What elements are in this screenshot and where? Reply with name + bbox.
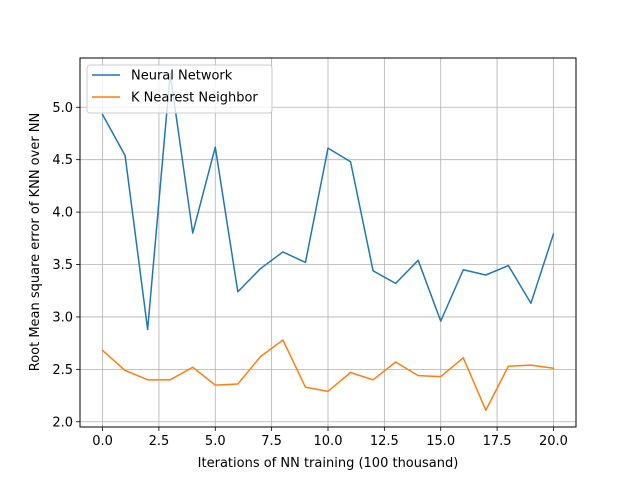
y-tick-label: 3.0 [52, 310, 73, 325]
x-tick-label: 12.5 [370, 434, 399, 449]
x-tick-label: 7.5 [261, 434, 282, 449]
y-tick-label: 4.5 [52, 153, 73, 168]
x-tick-label: 15.0 [426, 434, 455, 449]
y-tick-label: 5.0 [52, 101, 73, 116]
legend-box [86, 64, 273, 114]
x-axis-ticks: 0.0 2.5 5.0 7.5 10.0 12.5 15.0 17.5 20.0 [92, 427, 568, 449]
legend-label-neural-network: Neural Network [131, 69, 233, 84]
x-tick-label: 20.0 [539, 434, 568, 449]
series-line-k-nearest-neighbor [101, 339, 555, 411]
x-tick-label: 10.0 [314, 434, 343, 449]
legend-items: Neural Network K Nearest Neighbor [92, 69, 258, 106]
x-tick-label: 17.5 [483, 434, 512, 449]
series-line-neural-network [101, 72, 555, 331]
y-axis-label: Root Mean square error of KNN over NN [28, 113, 43, 372]
y-tick-label: 2.5 [52, 363, 73, 378]
y-tick-label: 3.5 [52, 258, 73, 273]
legend-label-k-nearest-neighbor: K Nearest Neighbor [131, 91, 258, 106]
x-tick-label: 0.0 [92, 434, 113, 449]
plot-series [101, 72, 555, 411]
x-tick-label: 5.0 [205, 434, 226, 449]
y-axis-ticks: 2.0 2.5 3.0 3.5 4.0 4.5 5.0 [52, 101, 80, 430]
grid-lines [80, 58, 576, 427]
x-tick-label: 2.5 [149, 434, 170, 449]
y-tick-label: 2.0 [52, 415, 73, 430]
y-tick-label: 4.0 [52, 206, 73, 221]
legend: Neural Network K Nearest Neighbor [86, 64, 273, 114]
x-axis-label: Iterations of NN training (100 thousand) [198, 456, 459, 471]
